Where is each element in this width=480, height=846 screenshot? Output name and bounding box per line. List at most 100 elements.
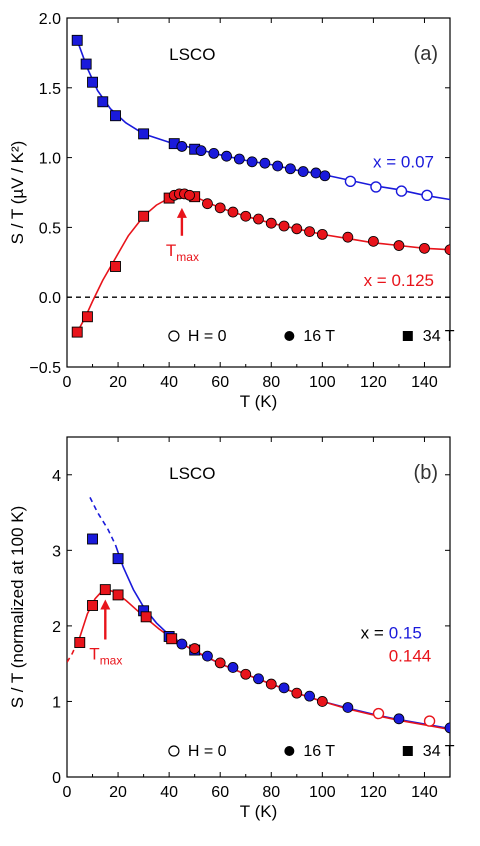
- data-point-filled: [297, 166, 309, 177]
- legend-open-circle: [168, 745, 180, 757]
- x-tick-label: 100: [309, 784, 336, 801]
- legend-label: 16 T: [303, 328, 335, 345]
- data-point-filled: [310, 167, 322, 179]
- chart-title: LSCO: [169, 464, 215, 483]
- y-tick-label: 4: [52, 468, 61, 485]
- y-tick-label: 3: [52, 543, 61, 560]
- data-point-filled: [393, 240, 405, 251]
- data-point-open: [423, 715, 436, 727]
- data-point-open: [372, 707, 385, 720]
- panel-label: (a): [414, 43, 438, 65]
- y-tick-label: 1.5: [39, 81, 61, 98]
- data-point-square: [110, 110, 121, 122]
- data-point-square: [81, 311, 93, 323]
- data-point-filled: [227, 662, 239, 673]
- data-point-filled: [419, 242, 430, 254]
- data-point-square: [140, 611, 152, 623]
- x-tick-label: 60: [211, 374, 229, 391]
- fit-curve-1: [76, 194, 450, 333]
- data-point-square: [87, 76, 98, 88]
- data-point-square: [166, 633, 178, 645]
- data-point-square: [110, 261, 121, 272]
- data-point-filled: [189, 643, 201, 654]
- data-point-filled: [214, 202, 226, 214]
- series-label-prefix: x =: [361, 624, 384, 643]
- tmax-label: Tmax: [89, 644, 122, 667]
- x-tick-label: 40: [160, 374, 178, 391]
- data-point-filled: [304, 690, 315, 702]
- data-point-filled: [240, 668, 252, 680]
- x-axis-label: T (K): [240, 392, 277, 411]
- data-point-filled: [233, 153, 245, 165]
- y-axis-label: S / T (µV / K²): [8, 141, 27, 245]
- data-point-filled: [265, 217, 277, 229]
- plot-frame: [66, 17, 451, 368]
- plot-frame: [66, 436, 451, 778]
- series-label: 0.15: [389, 624, 422, 643]
- data-point-filled: [342, 702, 354, 713]
- legend-square: [402, 746, 413, 756]
- data-point-filled: [259, 157, 271, 169]
- legend-open-circle: [168, 330, 180, 342]
- data-point-filled: [319, 170, 331, 182]
- x-tick-label: 40: [160, 784, 178, 801]
- data-point-square: [138, 128, 150, 140]
- data-point-filled: [227, 206, 239, 218]
- tmax-subscript: max: [100, 653, 123, 667]
- x-tick-label: 80: [262, 784, 280, 801]
- series-label: x = 0.07: [373, 152, 434, 171]
- y-axis-label: S / T (normalized at 100 K): [8, 506, 27, 709]
- data-point-filled: [221, 150, 232, 162]
- data-point-filled: [367, 235, 379, 247]
- data-point-filled: [342, 231, 354, 243]
- data-point-open: [344, 175, 357, 188]
- extrapolation-curve-0: [89, 497, 117, 546]
- series-label: x = 0.125: [364, 271, 434, 290]
- y-tick-label: −0.5: [29, 360, 61, 377]
- data-point-filled: [444, 722, 450, 734]
- data-point-filled: [246, 156, 258, 168]
- data-point-filled: [278, 682, 290, 694]
- x-tick-label: 80: [262, 374, 280, 391]
- data-point-square: [71, 34, 83, 46]
- panel-label: (b): [414, 462, 438, 484]
- data-point-filled: [316, 228, 328, 240]
- y-tick-label: 0.0: [39, 290, 61, 307]
- legend-label: 16 T: [303, 743, 335, 760]
- data-point-filled: [214, 657, 226, 669]
- legend-label: 34 T: [423, 743, 455, 760]
- data-point-filled: [240, 210, 252, 222]
- data-point-filled: [195, 145, 207, 157]
- y-tick-label: 1.0: [39, 151, 61, 168]
- data-point-filled: [176, 141, 188, 152]
- y-tick-label: 2.0: [39, 11, 61, 28]
- x-tick-label: 60: [211, 784, 229, 801]
- legend-square: [402, 331, 413, 341]
- data-point-filled: [291, 223, 303, 235]
- legend-label: 34 T: [423, 328, 455, 345]
- x-tick-label: 100: [309, 374, 336, 391]
- y-tick-label: 0.5: [39, 220, 61, 237]
- data-point-filled: [285, 163, 296, 175]
- x-tick-label: 120: [360, 374, 387, 391]
- data-point-filled: [253, 213, 264, 225]
- fit-curve-0: [76, 40, 450, 201]
- tmax-subscript: max: [176, 250, 199, 264]
- y-tick-label: 1: [52, 694, 61, 711]
- chart-panel-b: 0 20 40 60 80 100 120 140 0 1 2 3 4 T (K) S / T (norma…: [8, 436, 455, 821]
- data-point-square: [112, 553, 124, 565]
- data-point-filled: [278, 220, 290, 232]
- data-point-filled: [291, 687, 303, 699]
- legend-label: H = 0: [188, 328, 227, 345]
- data-point-filled: [202, 198, 213, 210]
- data-point-square: [71, 326, 83, 338]
- data-point-square: [74, 637, 86, 648]
- data-point-open: [395, 185, 408, 197]
- data-point-open: [370, 181, 382, 193]
- plot-area: [71, 34, 450, 338]
- data-point-filled: [265, 678, 277, 690]
- data-point-square: [87, 533, 98, 545]
- plot-area: [67, 497, 450, 734]
- chart-title: LSCO: [169, 45, 215, 64]
